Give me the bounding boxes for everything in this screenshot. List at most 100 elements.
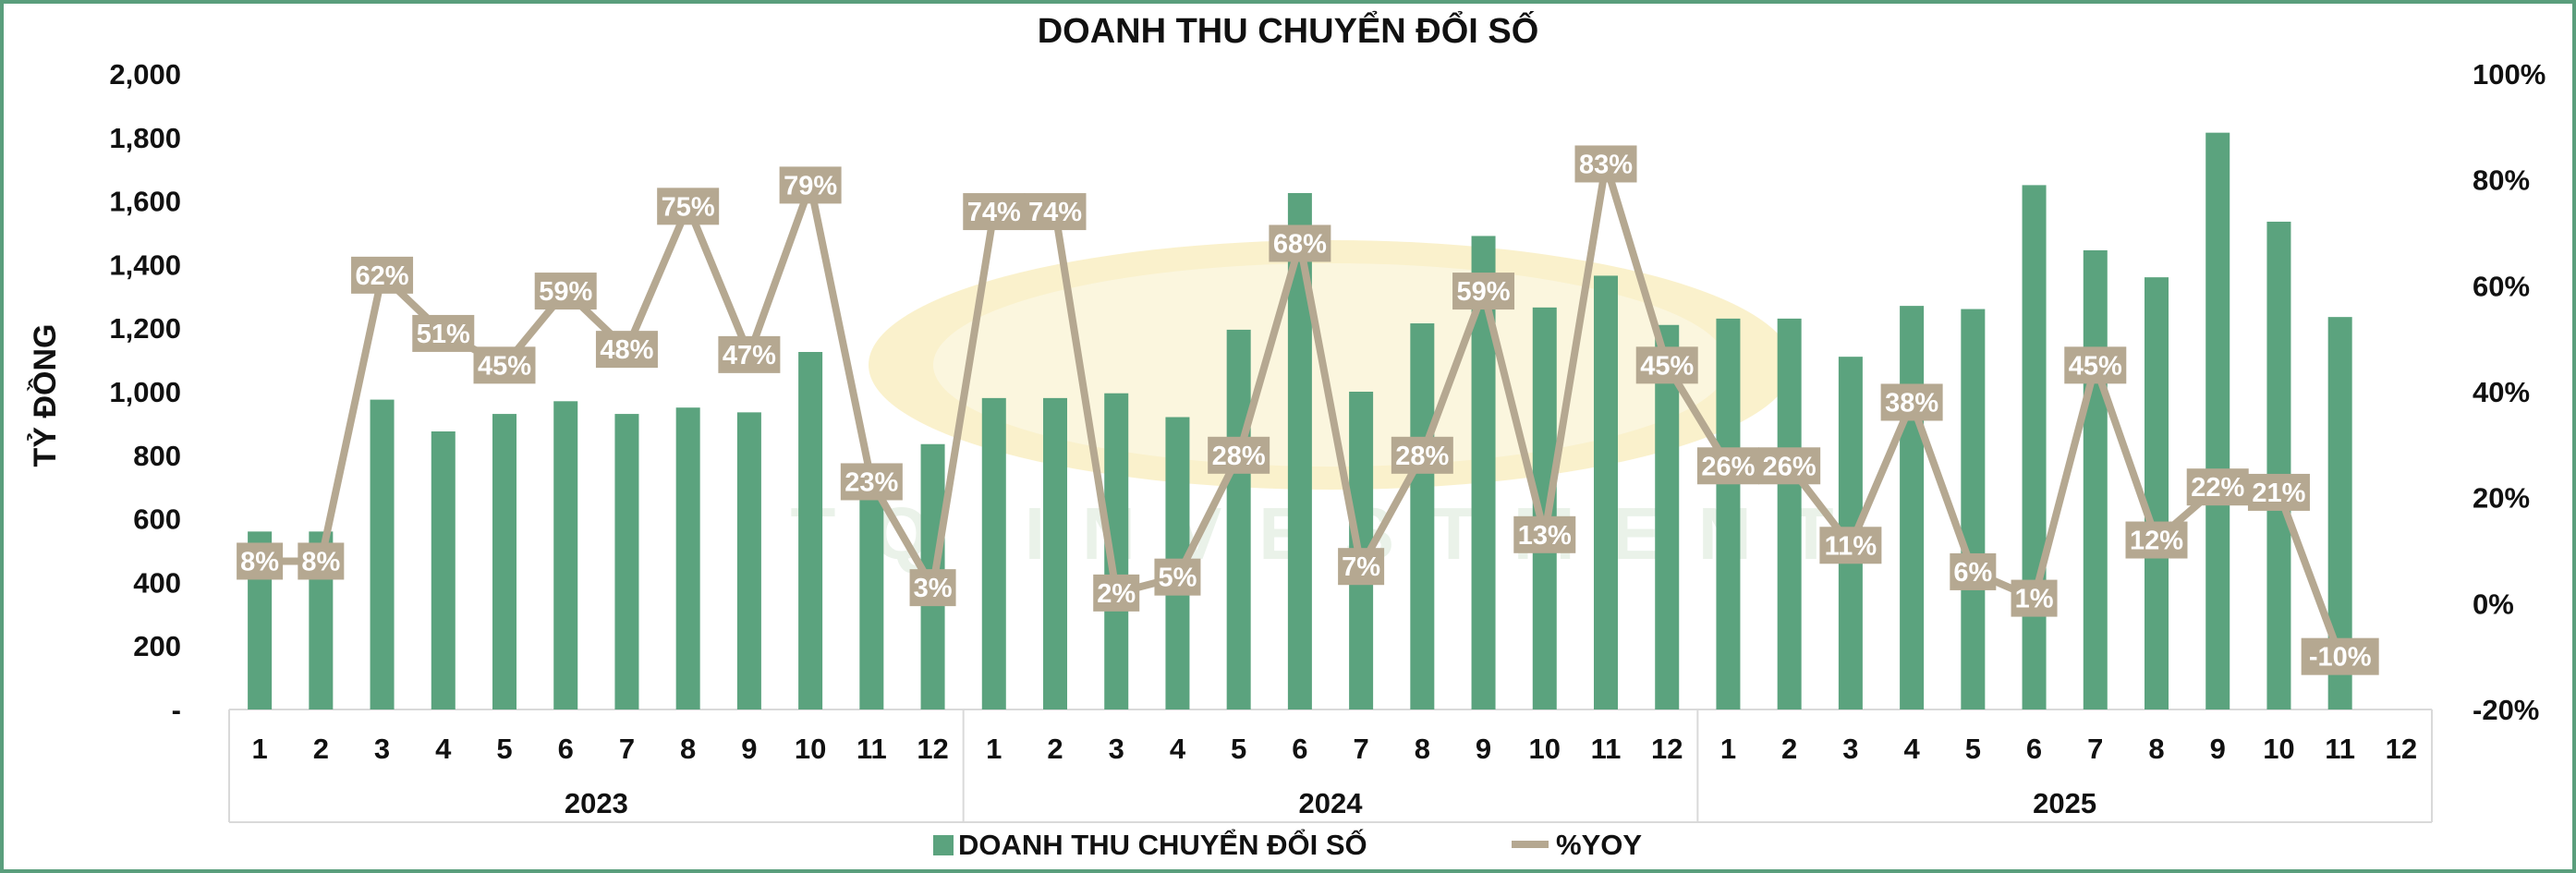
data-label-box xyxy=(840,463,903,501)
x-tick-label: 10 xyxy=(795,733,826,765)
x-tick-label: 1 xyxy=(986,733,1002,765)
y-tick-label: 1,400 xyxy=(109,249,181,281)
bar xyxy=(431,431,456,709)
bar xyxy=(553,401,578,709)
data-label-box xyxy=(534,273,597,310)
x-tick-label: 5 xyxy=(1231,733,1246,765)
data-label: 21% xyxy=(2252,479,2305,508)
data-label-box xyxy=(1574,145,1637,183)
data-label: 45% xyxy=(1640,351,1694,381)
data-label-box xyxy=(1696,447,1759,485)
legend-label-bar: DOANH THU CHUYỂN ĐỔI SỐ xyxy=(958,828,1367,861)
data-label-box xyxy=(412,314,475,352)
x-tick-label: 2 xyxy=(1047,733,1063,765)
y2-tick-label: 100% xyxy=(2473,58,2546,91)
y-tick-label: 1,200 xyxy=(109,312,181,345)
data-label-box xyxy=(2125,521,2188,559)
data-label-box xyxy=(1024,193,1087,231)
data-label-box xyxy=(1269,224,1331,262)
data-label-box xyxy=(2011,579,2058,617)
data-label: 26% xyxy=(1763,452,1817,481)
data-label-box xyxy=(1452,273,1515,310)
data-label: 75% xyxy=(662,192,715,222)
data-label: 45% xyxy=(478,351,531,381)
data-label: 28% xyxy=(1212,442,1266,471)
data-label: 1% xyxy=(2015,585,2054,614)
bar xyxy=(1410,323,1435,709)
data-label: 59% xyxy=(539,277,592,307)
x-tick-label: 2 xyxy=(313,733,329,765)
y2-tick-label: 20% xyxy=(2473,482,2530,515)
x-tick-label: 8 xyxy=(680,733,696,765)
x-tick-label: 2 xyxy=(1781,733,1797,765)
x-tick-label: 10 xyxy=(1529,733,1561,765)
data-label-box xyxy=(298,542,345,580)
data-label-box xyxy=(1154,558,1201,596)
data-label: 5% xyxy=(1158,564,1197,593)
data-label: 7% xyxy=(1342,552,1380,582)
x-tick-label: 11 xyxy=(857,733,887,765)
data-label: 8% xyxy=(301,547,340,576)
bar xyxy=(675,407,700,709)
bar xyxy=(1900,306,1925,709)
data-label-box xyxy=(2247,473,2310,511)
data-label: 12% xyxy=(2130,527,2183,556)
data-label-box xyxy=(1513,515,1576,553)
data-label-box xyxy=(2186,468,2249,506)
x-group-label: 2023 xyxy=(565,787,628,819)
x-tick-label: 12 xyxy=(917,733,948,765)
data-label: 45% xyxy=(2069,351,2122,381)
bar xyxy=(2266,221,2291,709)
data-label: 74% xyxy=(967,198,1021,227)
data-label: 6% xyxy=(1953,558,1992,588)
data-label-box xyxy=(473,346,536,384)
data-label-box xyxy=(237,542,284,580)
y2-tick-label: 40% xyxy=(2473,376,2530,408)
data-labels-layer: 8% 8% 62% 51% 45% 59% 48% 75% 47% 79% 23% 3% 74% 74% 2… xyxy=(237,145,2379,675)
data-label: 38% xyxy=(1885,388,1938,418)
data-label: 26% xyxy=(1701,452,1755,481)
data-label-box xyxy=(718,335,781,373)
data-label-box xyxy=(1391,436,1453,474)
bars-layer xyxy=(248,132,2352,709)
x-tick-label: 4 xyxy=(1170,733,1186,765)
data-label-box xyxy=(2301,637,2379,675)
y-tick-label: 400 xyxy=(133,566,181,599)
bar xyxy=(859,487,884,709)
x-tick-label: 5 xyxy=(1965,733,1981,765)
x-tick-label: 10 xyxy=(2263,733,2294,765)
y-tick-label: 1,800 xyxy=(109,122,181,154)
data-label: 23% xyxy=(844,467,898,497)
bar xyxy=(1961,309,1986,709)
data-label: 68% xyxy=(1273,229,1327,259)
x-group-label: 2024 xyxy=(1299,787,1364,819)
y-tick-label: - xyxy=(172,694,181,726)
bar xyxy=(492,414,516,709)
data-label-box xyxy=(1950,552,1997,590)
y-tick-label: 200 xyxy=(133,630,181,662)
x-tick-label: 6 xyxy=(1292,733,1307,765)
data-label-box xyxy=(779,166,842,204)
data-label: 2% xyxy=(1097,579,1136,609)
data-label-box xyxy=(909,569,956,607)
data-label-box xyxy=(2064,346,2127,384)
data-label: 59% xyxy=(1457,277,1511,307)
bar xyxy=(2145,277,2169,709)
data-label: 3% xyxy=(914,574,953,603)
data-label: 83% xyxy=(1579,150,1633,179)
watermark-ellipse-inner xyxy=(933,263,1728,467)
x-tick-label: 3 xyxy=(374,733,390,765)
chart-title: DOANH THU CHUYỂN ĐỔI SỐ xyxy=(1038,9,1539,51)
x-tick-label: 7 xyxy=(1353,733,1368,765)
y2-tick-label: -20% xyxy=(2473,694,2539,726)
bar xyxy=(1777,318,1802,709)
x-tick-label: 11 xyxy=(1591,733,1622,765)
data-label: 47% xyxy=(723,341,776,370)
data-label: 28% xyxy=(1395,442,1449,471)
y2-tick-label: 0% xyxy=(2473,588,2514,620)
bar xyxy=(2083,249,2108,709)
x-tick-label: 12 xyxy=(2386,733,2417,765)
data-label: 8% xyxy=(240,547,279,576)
watermark-text: TQ INVESTMENT xyxy=(791,492,1871,575)
